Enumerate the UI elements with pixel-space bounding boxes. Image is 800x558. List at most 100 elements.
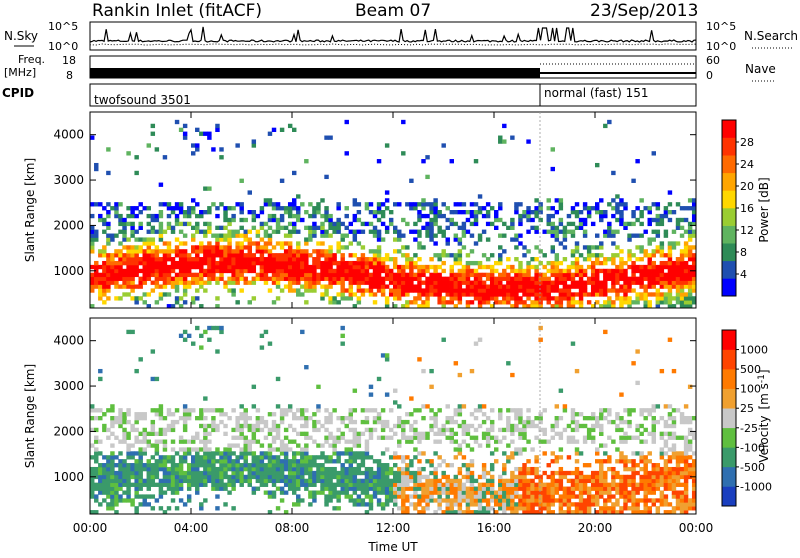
heatmap-cell <box>671 490 677 495</box>
heatmap-cell <box>570 276 576 281</box>
heatmap-cell <box>510 304 515 309</box>
heatmap-cell <box>518 427 523 433</box>
heatmap-cell <box>368 486 374 491</box>
heatmap-cell <box>425 225 430 230</box>
heatmap-cell <box>671 482 677 487</box>
heatmap-cell <box>186 478 192 484</box>
heatmap-cell <box>546 463 551 468</box>
heatmap-cell <box>247 260 252 266</box>
heatmap-cell <box>526 470 531 476</box>
heatmap-cell <box>259 264 265 270</box>
heatmap-cell <box>566 272 572 278</box>
heatmap-cell <box>595 419 600 425</box>
heatmap-cell <box>263 470 269 476</box>
heatmap-cell <box>267 490 273 495</box>
heatmap-cell <box>671 280 677 285</box>
heatmap-cell <box>340 280 345 285</box>
heatmap-cell <box>178 221 184 227</box>
heatmap-cell <box>340 431 345 436</box>
heatmap-cell <box>469 288 475 293</box>
heatmap-cell <box>158 466 164 472</box>
heatmap-cell <box>671 435 677 440</box>
heatmap-cell <box>227 206 232 211</box>
heatmap-cell <box>627 498 632 503</box>
heatmap-cell <box>647 206 652 211</box>
heatmap-cell <box>623 419 628 425</box>
heatmap-cell <box>473 272 479 278</box>
heatmap-cell <box>170 447 176 452</box>
heatmap-cell <box>324 260 329 266</box>
heatmap-cell <box>518 470 523 476</box>
heatmap-cell <box>449 490 454 495</box>
heatmap-cell <box>360 463 366 468</box>
heatmap-cell <box>146 439 151 444</box>
heatmap-cell <box>469 435 475 440</box>
heatmap-cell <box>607 419 612 425</box>
heatmap-cell <box>316 272 321 278</box>
heatmap-cell <box>300 257 305 262</box>
heatmap-cell <box>134 459 139 464</box>
heatmap-cell <box>239 249 244 254</box>
heatmap-cell <box>615 206 620 211</box>
heatmap-cell <box>142 482 147 487</box>
heatmap-cell <box>191 482 196 487</box>
heatmap-cell <box>691 253 697 258</box>
heatmap-cell <box>586 253 592 258</box>
heatmap-cell <box>195 416 200 421</box>
heatmap-cell <box>166 459 172 464</box>
heatmap-cell <box>186 272 192 278</box>
noise-search-trace <box>89 43 697 46</box>
heatmap-cell <box>691 257 697 262</box>
heatmap-cell <box>558 447 564 452</box>
heatmap-cell <box>417 466 422 472</box>
heatmap-cell <box>154 459 160 464</box>
heatmap-cell <box>300 272 305 278</box>
heatmap-cell <box>627 296 632 301</box>
heatmap-cell <box>174 451 180 456</box>
heatmap-cell <box>255 249 261 254</box>
heatmap-cell <box>550 233 555 238</box>
heatmap-cell <box>401 284 406 289</box>
heatmap-cell <box>138 257 143 262</box>
heatmap-cell <box>174 463 180 468</box>
heatmap-cell <box>106 233 111 238</box>
heatmap-cell <box>352 388 358 393</box>
heatmap-cell <box>679 474 685 480</box>
heatmap-cell <box>558 292 564 297</box>
heatmap-cell <box>659 498 665 503</box>
heatmap-cell <box>542 486 547 491</box>
heatmap-cell <box>279 463 285 468</box>
heatmap-cell <box>631 300 636 305</box>
heatmap-cell <box>158 284 164 289</box>
heatmap-cell <box>687 416 693 421</box>
heatmap-cell <box>267 268 273 274</box>
heatmap-cell <box>421 304 426 309</box>
heatmap-cell <box>134 463 139 468</box>
heatmap-cell <box>195 225 200 230</box>
heatmap-cell <box>655 304 661 309</box>
heatmap-cell <box>514 466 519 472</box>
heatmap-cell <box>546 229 551 234</box>
heatmap-cell <box>122 427 127 433</box>
heatmap-cell <box>425 284 430 289</box>
heatmap-cell <box>461 225 467 230</box>
heatmap-cell <box>671 304 677 309</box>
heatmap-cell <box>481 404 487 409</box>
heatmap-cell <box>453 260 459 266</box>
heatmap-cell <box>595 451 600 456</box>
heatmap-cell <box>421 510 426 515</box>
heatmap-cell <box>595 276 600 281</box>
heatmap-cell <box>162 455 168 460</box>
heatmap-cell <box>667 510 673 515</box>
heatmap-cell <box>449 159 454 164</box>
heatmap-cell <box>510 486 515 491</box>
heatmap-cell <box>542 439 547 444</box>
heatmap-cell <box>356 268 362 274</box>
heatmap-cell <box>223 225 228 230</box>
heatmap-cell <box>675 463 681 468</box>
heatmap-cell <box>675 459 681 464</box>
heatmap-cell <box>663 431 669 436</box>
heatmap-cell <box>599 198 604 203</box>
heatmap-cell <box>417 474 422 480</box>
heatmap-cell <box>635 435 640 440</box>
